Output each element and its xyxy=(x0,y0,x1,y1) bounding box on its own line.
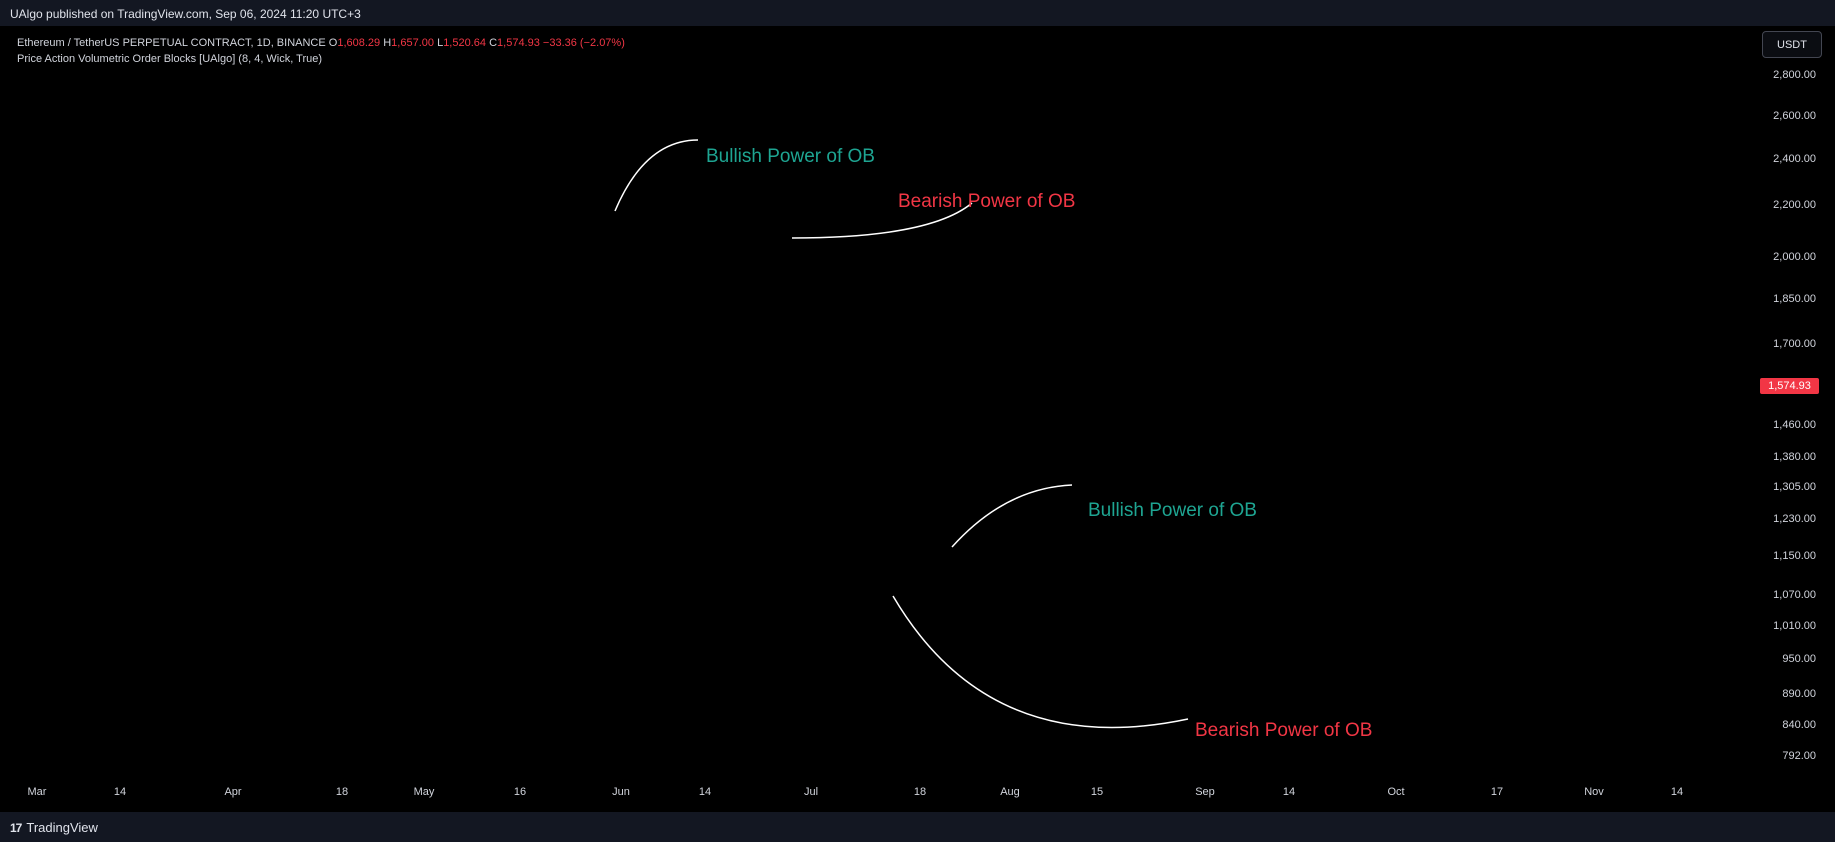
y-tick: 840.00 xyxy=(1782,719,1816,731)
y-tick: 1,460.00 xyxy=(1773,419,1816,431)
annotation-arrow-2 xyxy=(951,484,1073,548)
ohlc-low-value: 1,520.64 xyxy=(443,37,487,49)
y-tick: 890.00 xyxy=(1782,688,1816,700)
x-tick: 16 xyxy=(513,786,527,798)
y-tick: 1,700.00 xyxy=(1773,338,1816,350)
ohlc-high-value: 1,657.00 xyxy=(391,37,434,49)
y-tick: 1,380.00 xyxy=(1773,451,1816,463)
x-tick: Apr xyxy=(224,786,242,798)
annotation-bearish-power-top: Bearish Power of OB xyxy=(898,191,1076,212)
annotation-arrow-1 xyxy=(791,202,973,239)
ohlc-high-label: H xyxy=(383,37,392,49)
x-tick: 17 xyxy=(1490,786,1504,798)
ohlc-open-label: O xyxy=(328,37,338,49)
y-tick: 1,850.00 xyxy=(1773,293,1816,305)
annotation-bullish-power-top: Bullish Power of OB xyxy=(706,146,875,167)
ohlc-close-label: C xyxy=(489,37,498,49)
y-tick: 950.00 xyxy=(1782,653,1816,665)
ohlc-close-value: 1,574.93 xyxy=(497,37,540,49)
x-tick: Oct xyxy=(1387,786,1405,798)
x-tick: 15 xyxy=(1090,786,1104,798)
indicator-line[interactable]: Price Action Volumetric Order Blocks [UA… xyxy=(17,53,323,65)
x-tick: Jul xyxy=(803,786,819,798)
y-tick: 2,600.00 xyxy=(1773,110,1816,122)
x-tick: 14 xyxy=(1282,786,1296,798)
x-tick: May xyxy=(413,786,435,798)
x-tick: 14 xyxy=(113,786,127,798)
footer-bar: 17 TradingView xyxy=(0,812,1835,842)
chart-area[interactable]: MSBBOSBOSMSBBOS xyxy=(0,26,1835,812)
price-change: −33.36 (−2.07%) xyxy=(542,37,625,49)
x-tick: 14 xyxy=(1670,786,1684,798)
x-tick: Aug xyxy=(1000,786,1020,798)
annotation-arrow-0 xyxy=(614,139,699,212)
x-tick: 18 xyxy=(913,786,927,798)
ohlc-low-label: L xyxy=(437,37,444,49)
annotation-bullish-power-bottom: Bullish Power of OB xyxy=(1088,500,1257,521)
y-tick: 1,150.00 xyxy=(1773,550,1816,562)
y-tick: 2,200.00 xyxy=(1773,199,1816,211)
y-tick: 1,305.00 xyxy=(1773,481,1816,493)
x-tick: 18 xyxy=(335,786,349,798)
brand-name: TradingView xyxy=(26,820,98,835)
tradingview-logo-icon: 17 xyxy=(10,820,22,835)
y-tick: 792.00 xyxy=(1782,750,1816,762)
symbol-name[interactable]: Ethereum / TetherUS PERPETUAL CONTRACT, … xyxy=(17,37,326,49)
last-price-label: 1,574.93 xyxy=(1760,378,1819,394)
x-tick: Sep xyxy=(1195,786,1215,798)
y-tick: 1,010.00 xyxy=(1773,620,1816,632)
annotation-bearish-power-bottom: Bearish Power of OB xyxy=(1195,720,1373,741)
y-tick: 1,230.00 xyxy=(1773,513,1816,525)
price-chart[interactable]: MSBBOSBOSMSBBOS xyxy=(0,26,1835,812)
y-tick: 2,800.00 xyxy=(1773,69,1816,81)
currency-button[interactable]: USDT xyxy=(1762,31,1822,58)
x-tick: Mar xyxy=(27,786,47,798)
publisher-bar: UAlgo published on TradingView.com, Sep … xyxy=(0,0,1835,26)
y-tick: 2,000.00 xyxy=(1773,251,1816,263)
ohlc-open-value: 1,608.29 xyxy=(337,37,381,49)
publisher-text: UAlgo published on TradingView.com, Sep … xyxy=(10,7,361,21)
x-tick: 14 xyxy=(698,786,712,798)
x-tick: Nov xyxy=(1584,786,1604,798)
symbol-line: Ethereum / TetherUS PERPETUAL CONTRACT, … xyxy=(17,35,625,51)
annotation-arrow-3 xyxy=(892,595,1189,729)
y-tick: 1,070.00 xyxy=(1773,589,1816,601)
x-tick: Jun xyxy=(612,786,630,798)
tradingview-brand[interactable]: 17 TradingView xyxy=(10,820,98,835)
y-tick: 2,400.00 xyxy=(1773,153,1816,165)
chart-legend: Ethereum / TetherUS PERPETUAL CONTRACT, … xyxy=(17,35,625,67)
